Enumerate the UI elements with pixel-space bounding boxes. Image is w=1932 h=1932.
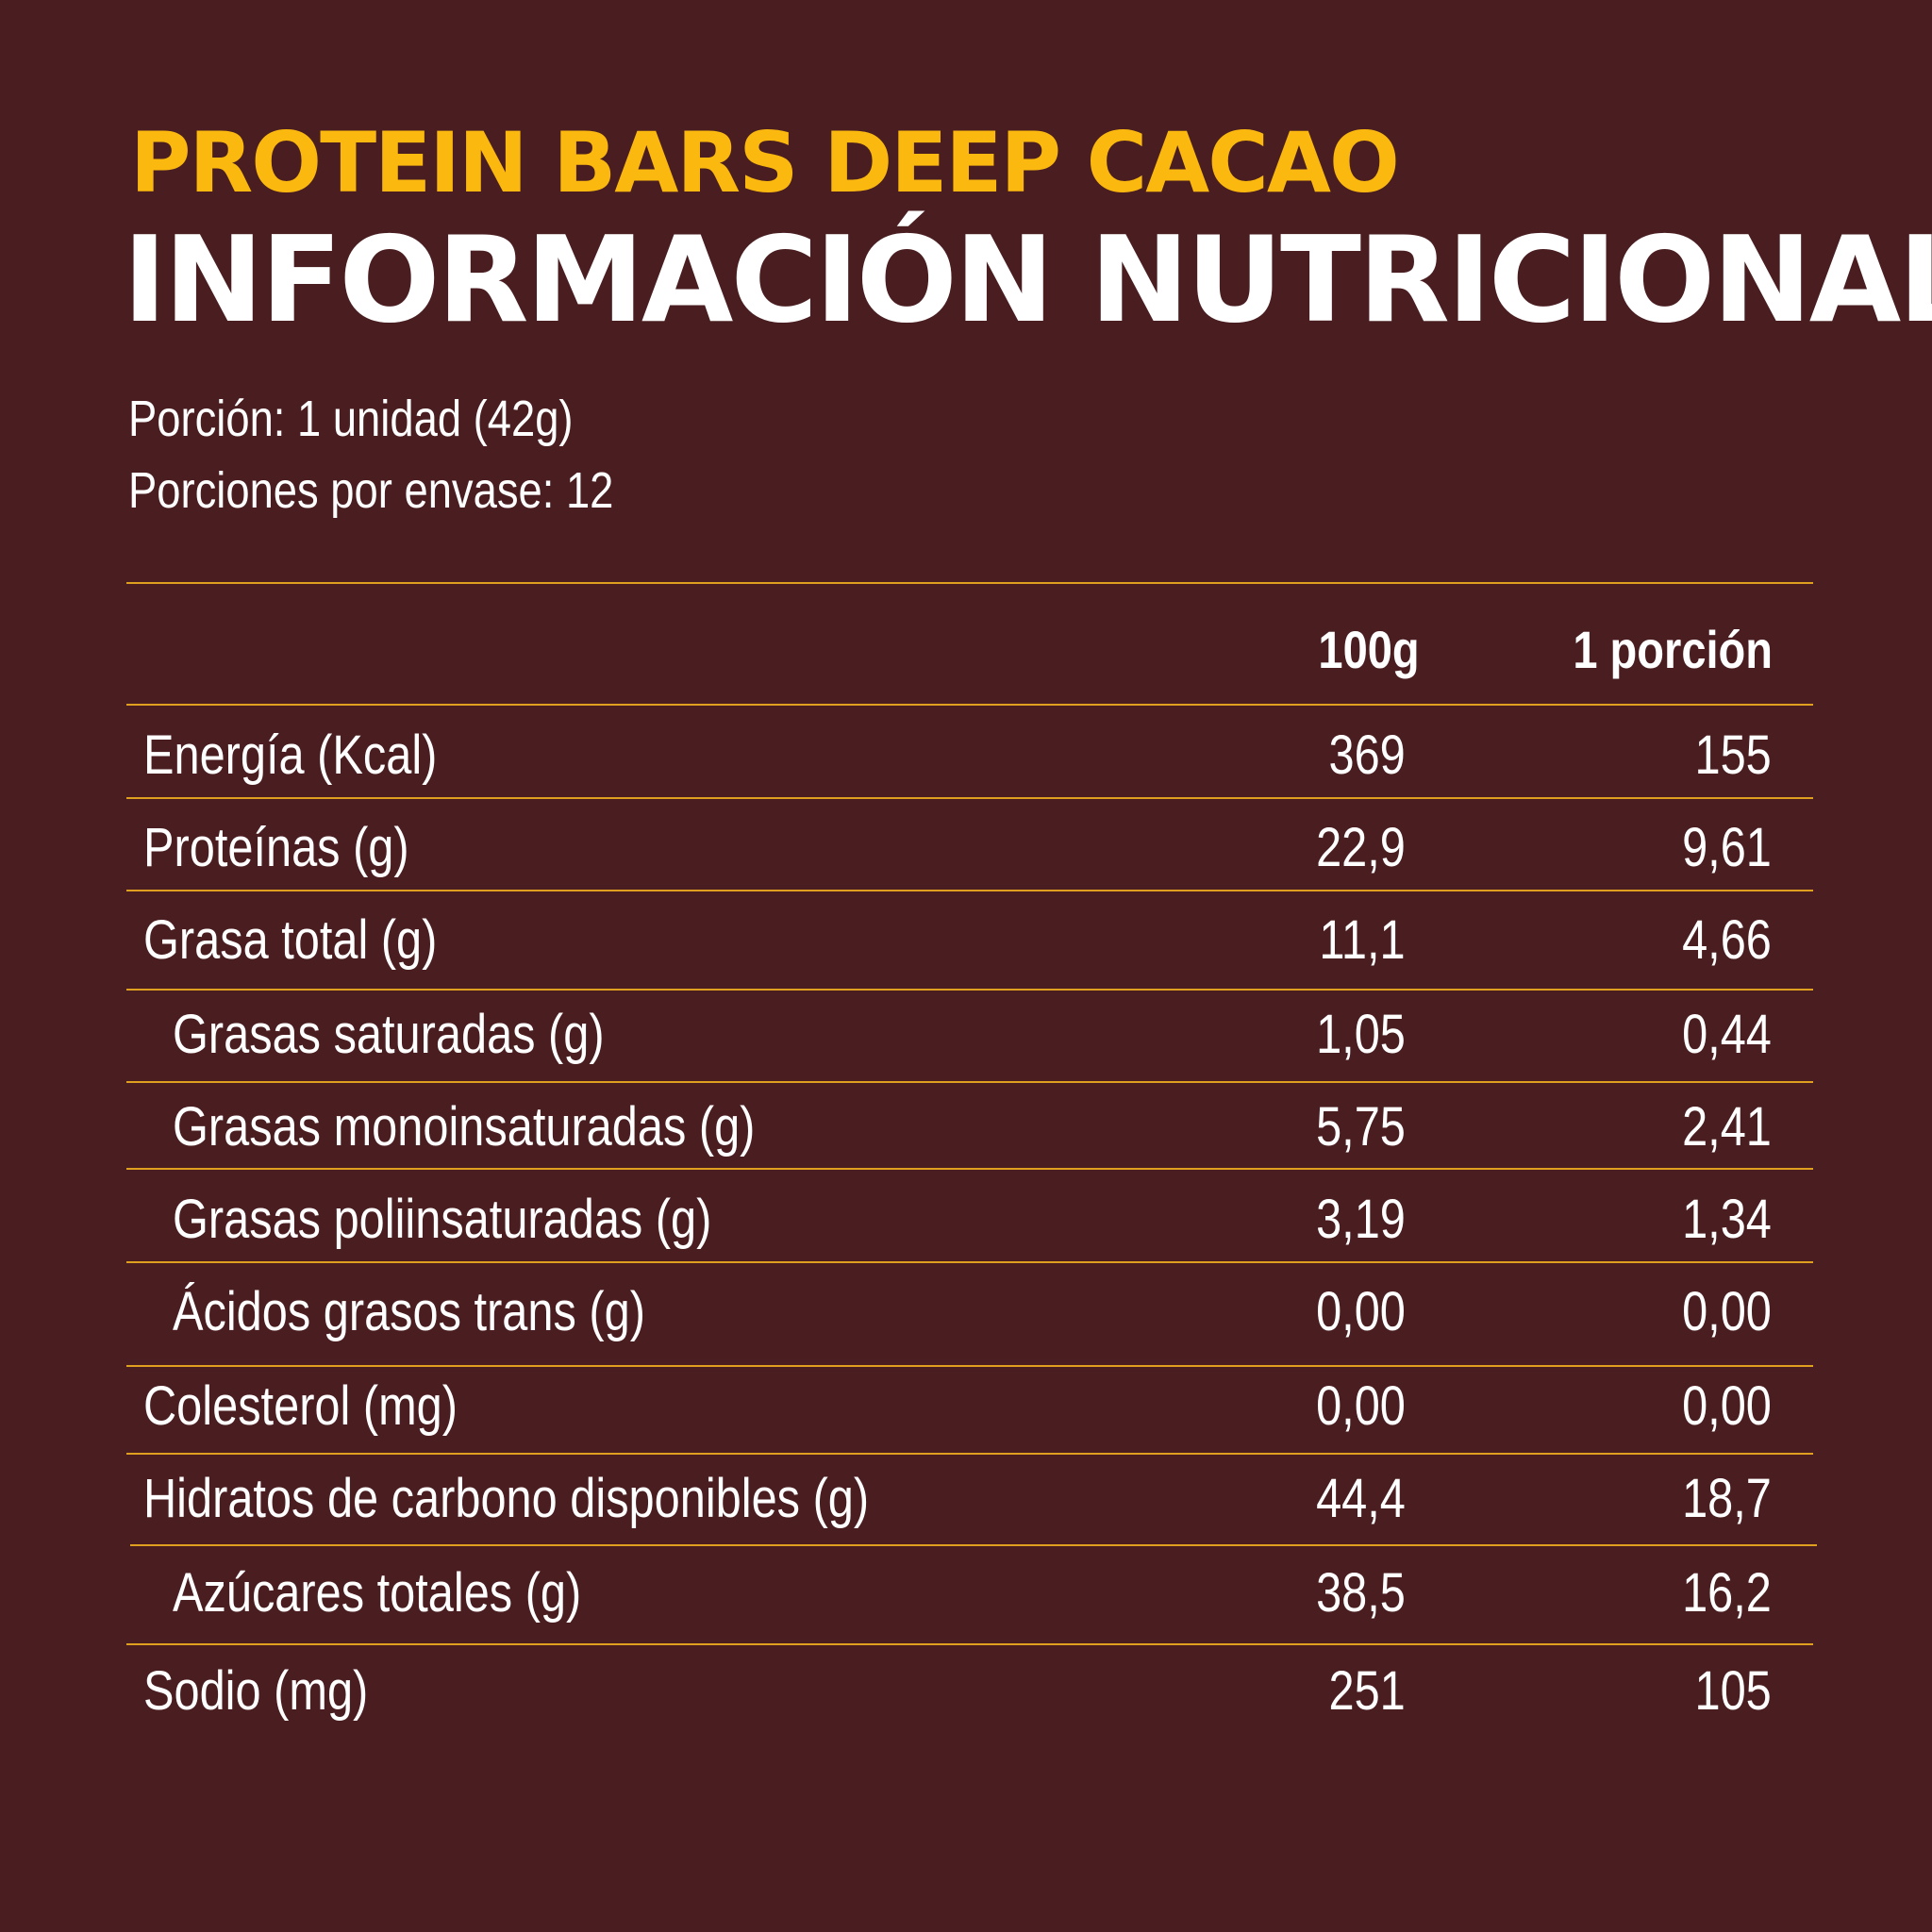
value-per-serving: 2,41 xyxy=(1682,1096,1772,1158)
nutrient-label: Colesterol (mg) xyxy=(143,1375,458,1437)
table-row: Proteínas (g) 22,9 9,61 xyxy=(0,806,1932,891)
value-per-serving: 0,00 xyxy=(1682,1281,1772,1342)
nutrient-label: Energía (Kcal) xyxy=(143,724,438,786)
table-row: Grasas poliinsaturadas (g) 3,19 1,34 xyxy=(0,1177,1932,1262)
row-divider xyxy=(126,989,1813,991)
table-row: Azúcares totales (g) 38,5 16,2 xyxy=(0,1551,1932,1636)
nutrient-label: Sodio (mg) xyxy=(143,1660,369,1722)
nutrient-label: Grasas saturadas (g) xyxy=(173,1004,605,1065)
row-divider xyxy=(126,797,1813,799)
page-title: INFORMACIÓN NUTRICIONAL xyxy=(123,210,1932,349)
nutrient-label: Grasa total (g) xyxy=(143,909,438,971)
value-per-100g: 5,75 xyxy=(1316,1096,1406,1158)
value-per-100g: 1,05 xyxy=(1316,1004,1406,1065)
row-divider xyxy=(126,1365,1813,1367)
value-per-serving: 16,2 xyxy=(1682,1562,1772,1624)
nutrient-label: Grasas poliinsaturadas (g) xyxy=(173,1189,712,1250)
row-divider xyxy=(126,1453,1813,1455)
nutrient-label: Ácidos grasos trans (g) xyxy=(173,1281,645,1342)
value-per-serving: 105 xyxy=(1694,1660,1772,1722)
value-per-100g: 369 xyxy=(1328,724,1406,786)
value-per-serving: 155 xyxy=(1694,724,1772,786)
table-row: Colesterol (mg) 0,00 0,00 xyxy=(0,1364,1932,1449)
servings-per-container: Porciones por envase: 12 xyxy=(128,462,614,519)
nutrient-label: Hidratos de carbono disponibles (g) xyxy=(143,1468,870,1529)
value-per-100g: 11,1 xyxy=(1319,909,1406,971)
table-header-rule xyxy=(126,704,1813,706)
value-per-100g: 38,5 xyxy=(1316,1562,1406,1624)
table-row: Grasas monoinsaturadas (g) 5,75 2,41 xyxy=(0,1085,1932,1170)
row-divider xyxy=(130,1544,1817,1546)
product-name: PROTEIN BARS DEEP CACAO xyxy=(130,114,1400,211)
nutrient-label: Grasas monoinsaturadas (g) xyxy=(173,1096,756,1158)
value-per-serving: 1,34 xyxy=(1682,1189,1772,1250)
table-row: Sodio (mg) 251 105 xyxy=(0,1649,1932,1734)
table-row: Energía (Kcal) 369 155 xyxy=(0,713,1932,798)
value-per-100g: 251 xyxy=(1328,1660,1406,1722)
table-top-rule xyxy=(126,582,1813,584)
value-per-100g: 3,19 xyxy=(1316,1189,1406,1250)
value-per-serving: 18,7 xyxy=(1682,1468,1772,1529)
row-divider xyxy=(126,1081,1813,1083)
nutrient-label: Proteínas (g) xyxy=(143,817,409,878)
column-header-100g: 100g xyxy=(1318,620,1420,679)
table-row: Grasa total (g) 11,1 4,66 xyxy=(0,898,1932,983)
value-per-serving: 9,61 xyxy=(1682,817,1772,878)
value-per-serving: 0,00 xyxy=(1682,1375,1772,1437)
table-row: Hidratos de carbono disponibles (g) 44,4 1… xyxy=(0,1457,1932,1541)
table-row: Grasas saturadas (g) 1,05 0,44 xyxy=(0,992,1932,1077)
serving-size: Porción: 1 unidad (42g) xyxy=(128,391,574,447)
table-row: Ácidos grasos trans (g) 0,00 0,00 xyxy=(0,1270,1932,1355)
row-divider xyxy=(126,1643,1813,1645)
row-divider xyxy=(126,1168,1813,1170)
value-per-100g: 0,00 xyxy=(1316,1375,1406,1437)
value-per-serving: 4,66 xyxy=(1682,909,1772,971)
nutrient-label: Azúcares totales (g) xyxy=(173,1562,582,1624)
value-per-100g: 44,4 xyxy=(1316,1468,1406,1529)
row-divider xyxy=(126,890,1813,891)
value-per-serving: 0,44 xyxy=(1682,1004,1772,1065)
value-per-100g: 0,00 xyxy=(1316,1281,1406,1342)
value-per-100g: 22,9 xyxy=(1316,817,1406,878)
column-header-per-serving: 1 porción xyxy=(1573,620,1773,679)
row-divider xyxy=(126,1261,1813,1263)
